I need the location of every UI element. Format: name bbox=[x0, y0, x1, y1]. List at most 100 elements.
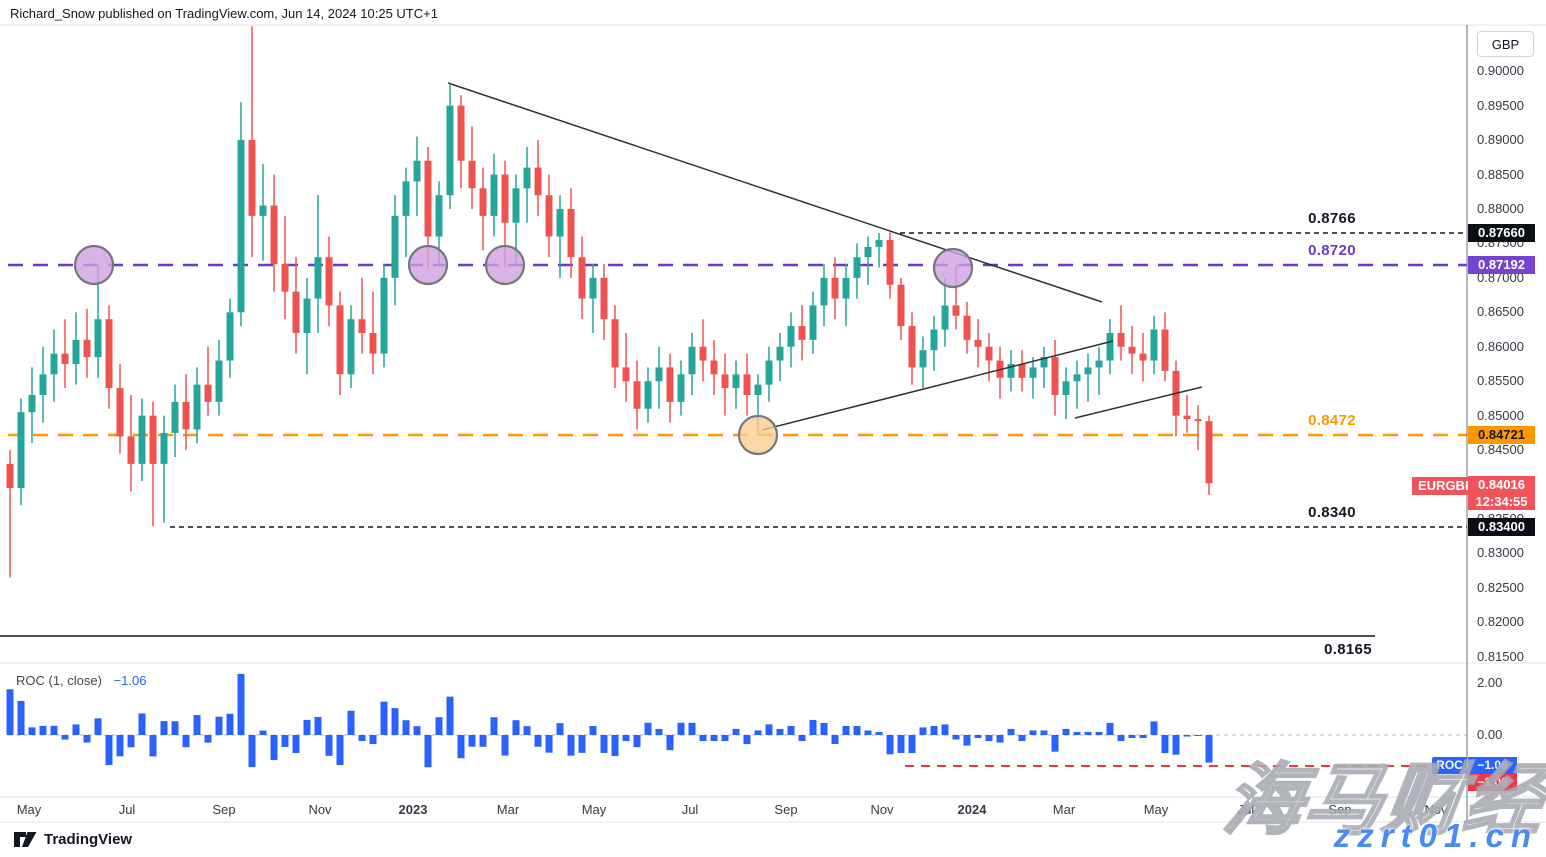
roc-bar bbox=[226, 713, 234, 735]
roc-bar bbox=[358, 735, 366, 742]
roc-bar bbox=[743, 735, 751, 745]
roc-bar bbox=[237, 673, 245, 735]
trendline bbox=[447, 82, 1103, 303]
roc-tick: 0.00 bbox=[1477, 727, 1503, 742]
time-axis-label: Sep bbox=[1328, 802, 1352, 817]
roc-bar bbox=[908, 735, 916, 754]
roc-bar bbox=[325, 735, 333, 756]
roc-indicator-value: −1.06 bbox=[113, 673, 147, 688]
candle-body bbox=[1150, 329, 1158, 361]
candle-body bbox=[1194, 419, 1202, 422]
roc-bar bbox=[61, 735, 69, 740]
roc-bar bbox=[303, 719, 311, 735]
candle-body bbox=[875, 239, 883, 247]
candle-body bbox=[28, 394, 36, 413]
roc-bar bbox=[116, 735, 124, 757]
roc-bar bbox=[1018, 735, 1026, 742]
roc-bar bbox=[1172, 735, 1180, 755]
roc-bar bbox=[578, 735, 586, 753]
currency-button[interactable]: GBP bbox=[1477, 31, 1534, 57]
roc-bar bbox=[1095, 731, 1103, 735]
roc-bar bbox=[1007, 728, 1015, 735]
roc-bar bbox=[523, 726, 531, 735]
roc-bar bbox=[369, 735, 377, 745]
roc-bar bbox=[655, 728, 663, 735]
time-axis-label: Nov bbox=[1424, 802, 1448, 817]
candle-body bbox=[182, 401, 190, 430]
candle-body bbox=[314, 257, 322, 299]
candle-body bbox=[105, 319, 113, 389]
level-axis-box: 0.83400 bbox=[1468, 518, 1535, 536]
roc-bar bbox=[831, 735, 839, 744]
roc-bar bbox=[1062, 728, 1070, 735]
candle-body bbox=[864, 246, 872, 258]
candle-body bbox=[424, 160, 432, 237]
roc-bar bbox=[1117, 735, 1125, 742]
time-axis-label: May bbox=[1143, 802, 1169, 817]
roc-bar bbox=[809, 719, 817, 735]
candle-body bbox=[1128, 346, 1136, 354]
roc-bar bbox=[171, 721, 179, 735]
candle-body bbox=[50, 353, 58, 375]
roc-bar bbox=[105, 735, 113, 766]
candle-body bbox=[83, 339, 91, 358]
candle-body bbox=[6, 463, 14, 488]
candle-body bbox=[237, 140, 245, 313]
roc-line-value-box: −1.06 bbox=[1468, 774, 1517, 791]
price-tick: 0.88500 bbox=[1477, 166, 1524, 182]
roc-bar bbox=[347, 710, 355, 735]
price-tick: 0.85000 bbox=[1477, 407, 1524, 423]
candle-body bbox=[138, 415, 146, 464]
roc-bar bbox=[281, 735, 289, 747]
roc-bar bbox=[39, 725, 47, 735]
byline: Richard_Snow published on TradingView.co… bbox=[10, 6, 438, 21]
roc-bar bbox=[556, 723, 564, 735]
roc-bar bbox=[897, 735, 905, 753]
roc-bar bbox=[435, 717, 443, 735]
last-price-box: 0.84016 12:34:55 bbox=[1468, 476, 1535, 510]
time-axis-label: Mar bbox=[1052, 802, 1076, 817]
candle-body bbox=[908, 326, 916, 368]
price-tick: 0.86000 bbox=[1477, 338, 1524, 354]
bar-countdown: 12:34:55 bbox=[1475, 494, 1528, 509]
roc-bar bbox=[952, 735, 960, 740]
candle-body bbox=[325, 257, 333, 306]
candle-body bbox=[204, 384, 212, 402]
roc-indicator-header[interactable]: ROC (1, close) −1.06 bbox=[16, 673, 147, 688]
candle-body bbox=[831, 277, 839, 299]
price-tick: 0.88000 bbox=[1477, 200, 1524, 216]
candle-body bbox=[61, 353, 69, 364]
roc-value-box: −1.06 bbox=[1468, 757, 1517, 774]
candle-body bbox=[413, 160, 421, 182]
candle-body bbox=[633, 381, 641, 409]
roc-bar bbox=[490, 717, 498, 735]
candle-body bbox=[743, 374, 751, 395]
roc-bar bbox=[666, 735, 674, 751]
price-tick: 0.82000 bbox=[1477, 614, 1524, 630]
roc-bar bbox=[534, 735, 542, 747]
candle-body bbox=[644, 381, 652, 409]
roc-axis-tag: ROC bbox=[1432, 757, 1467, 774]
candle-body bbox=[754, 384, 762, 395]
roc-bar bbox=[633, 735, 641, 748]
candle-body bbox=[974, 339, 982, 347]
candle-body bbox=[160, 432, 168, 464]
candle-body bbox=[842, 277, 850, 299]
tradingview-footer[interactable]: TradingView bbox=[14, 831, 132, 848]
roc-bar bbox=[1139, 735, 1147, 739]
roc-bar bbox=[1205, 735, 1213, 763]
roc-bar bbox=[622, 735, 630, 742]
candle-body bbox=[336, 305, 344, 375]
candle-body bbox=[303, 298, 311, 333]
candle-body bbox=[798, 326, 806, 340]
roc-bar bbox=[589, 726, 597, 735]
candle-body bbox=[248, 140, 256, 216]
candle-body bbox=[732, 374, 740, 389]
candle-body bbox=[1117, 332, 1125, 347]
time-axis-label: 2023 bbox=[398, 802, 428, 817]
roc-bar bbox=[787, 725, 795, 735]
level-label-0.8720: 0.8720 bbox=[1308, 242, 1356, 259]
roc-bar bbox=[820, 722, 828, 735]
candle-body bbox=[1183, 415, 1191, 420]
